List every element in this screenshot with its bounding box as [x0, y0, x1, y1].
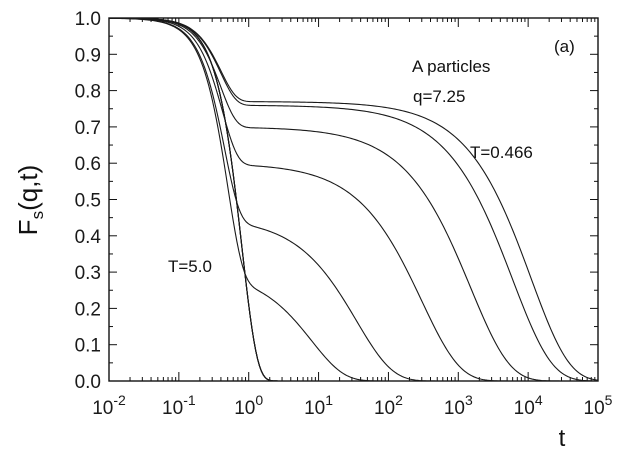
- low-temp-label: T=0.466: [470, 143, 533, 162]
- x-tick-label: 10-2: [92, 392, 126, 419]
- curve-T-1-0: [108, 17, 598, 382]
- y-tick-label: 0.3: [75, 263, 101, 284]
- y-tick-label: 0.0: [75, 372, 101, 393]
- curve-T-2-0: [109, 17, 598, 382]
- curve-T-0-6: [108, 17, 598, 382]
- y-tick-label: 0.9: [75, 45, 101, 66]
- x-tick-label: 100: [234, 392, 263, 419]
- y-tick-label: 0.2: [75, 299, 101, 320]
- x-tick-labels: 10-2 10-1 100 101 102 103 104 105: [92, 392, 612, 419]
- curve-T-0-55: [108, 17, 598, 382]
- curve-T-0-8: [108, 17, 598, 382]
- y-tick-label: 0.7: [75, 118, 101, 139]
- x-tick-label: 105: [584, 392, 613, 419]
- y-tick-label: 0.1: [75, 336, 101, 357]
- y-tick-label: 1.0: [75, 9, 101, 30]
- panel-label: (a): [554, 37, 575, 56]
- y-tick-label: 0.6: [75, 154, 101, 175]
- x-tick-label: 101: [304, 392, 333, 419]
- species-label: A particles: [412, 57, 490, 76]
- curve-T-0-5: [108, 17, 599, 382]
- curve-T-5-0: [109, 17, 598, 382]
- x-tick-label: 10-1: [162, 392, 196, 419]
- y-tick-label: 0.8: [75, 82, 101, 103]
- y-tick-label: 0.5: [75, 191, 101, 212]
- y-axis-title: Fs(q,t): [13, 165, 47, 236]
- curve-T-3-0: [109, 17, 598, 382]
- x-tick-label: 104: [514, 392, 543, 419]
- y-tick-label: 0.4: [75, 227, 102, 248]
- x-tick-label: 103: [444, 392, 473, 419]
- plot-frame: [108, 17, 599, 382]
- curve-T-0-466: [109, 17, 599, 381]
- axis-ticks: [108, 17, 599, 382]
- curve-T-4-0: [109, 17, 598, 382]
- y-tick-labels: 0.0 0.1 0.2 0.3 0.4 0.5 0.6 0.7 0.8 0.9 1.0: [75, 9, 102, 393]
- high-temp-label: T=5.0: [168, 257, 212, 276]
- wavevector-label: q=7.25: [413, 87, 465, 106]
- x-axis-title: t: [559, 425, 566, 452]
- curves: [108, 17, 599, 382]
- x-tick-label: 102: [374, 392, 403, 419]
